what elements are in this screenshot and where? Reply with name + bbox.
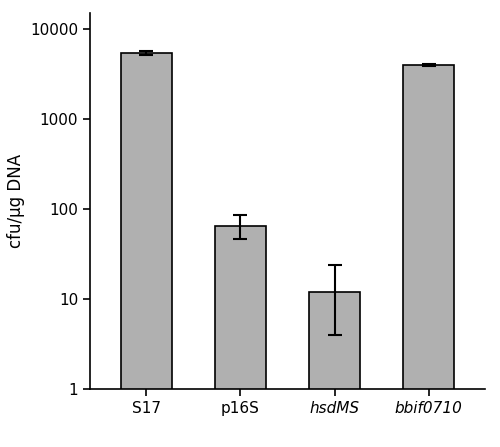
Bar bbox=[214, 226, 266, 447]
Bar bbox=[308, 292, 360, 447]
Bar bbox=[402, 65, 454, 447]
Y-axis label: cfu/µg DNA: cfu/µg DNA bbox=[6, 154, 25, 248]
Bar bbox=[120, 53, 172, 447]
